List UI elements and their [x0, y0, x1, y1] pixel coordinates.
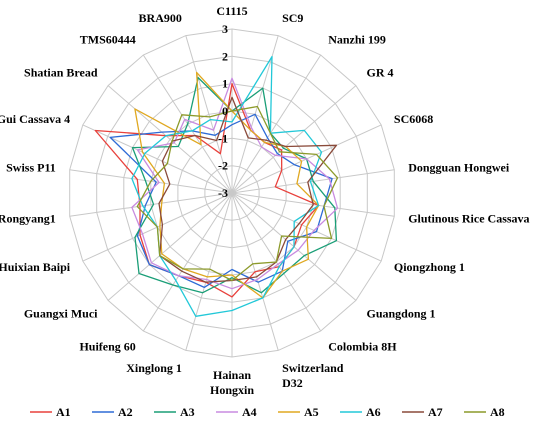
category-label: SC6068 — [394, 112, 433, 126]
series-line-a3 — [131, 76, 338, 294]
radial-tick-labels: -3 -2 -1 0 1 2 3 — [218, 22, 228, 200]
category-label: Nanzhi 199 — [328, 32, 386, 46]
tick-label: 0 — [222, 104, 228, 118]
tick-label: 3 — [222, 22, 228, 36]
category-label: Qiongzhong 1 — [394, 260, 465, 274]
category-label: SC9 — [282, 11, 303, 25]
category-label: Guangxi Muci — [24, 307, 98, 321]
category-label: GR 4 — [367, 65, 394, 79]
grid-spoke — [107, 192, 233, 301]
legend-label-a1: A1 — [56, 405, 71, 419]
category-label: Glutinous Rice Cassava — [408, 211, 529, 225]
grid-spoke — [107, 85, 233, 194]
legend-label-a2: A2 — [118, 405, 133, 419]
category-label: Gui Cassava 4 — [0, 112, 70, 126]
category-label: Colombia 8H — [328, 340, 397, 354]
grid-spoke — [231, 85, 357, 194]
series-line-a4 — [131, 77, 339, 290]
category-label: Rongyang1 — [0, 211, 56, 225]
tick-label: 2 — [222, 49, 228, 63]
grid-spoke — [82, 124, 233, 194]
category-label: Huixian Baipi — [0, 260, 71, 274]
category-label: Shatian Bread — [24, 65, 98, 79]
series-line-a8 — [136, 105, 339, 282]
grid-spoke — [231, 54, 322, 194]
category-label: Hainan Hongxin — [210, 368, 254, 397]
legend-label-a7: A7 — [428, 405, 443, 419]
legend-label-a6: A6 — [366, 405, 381, 419]
tick-label: -2 — [218, 159, 228, 173]
legend-label-a8: A8 — [490, 405, 505, 419]
series-line-a5 — [134, 71, 320, 299]
category-label: Huifeng 60 — [79, 340, 135, 354]
series-line-a2 — [109, 113, 333, 289]
category-label: C1115 — [216, 4, 247, 18]
category-label: BRA900 — [139, 11, 182, 25]
category-label: Xinglong 1 — [126, 361, 182, 375]
grid-spoke — [185, 192, 233, 351]
category-label: Switzerland D32 — [282, 361, 344, 390]
grid-spoke — [185, 35, 233, 194]
category-label: Dongguan Hongwei — [408, 161, 510, 175]
grid-spoke — [142, 192, 233, 332]
series-line-a1 — [94, 83, 320, 298]
category-label: Guangdong 1 — [367, 307, 436, 321]
category-labels: C1115 SC9 Nanzhi 199 GR 4 SC6068 Dongguan Hon… — [0, 4, 530, 397]
series-line-a6 — [131, 55, 323, 317]
category-label: TMS60444 — [80, 32, 136, 46]
tick-label: 1 — [222, 77, 228, 91]
grid-spoke — [69, 192, 233, 217]
legend: A1 A2 A3 A4 A5 A6 A7 A8 — [30, 405, 505, 419]
legend-label-a4: A4 — [242, 405, 257, 419]
tick-label: -1 — [218, 131, 228, 145]
tick-label: -3 — [218, 186, 228, 200]
category-label: Swiss P11 — [6, 161, 56, 175]
legend-label-a3: A3 — [180, 405, 195, 419]
legend-label-a5: A5 — [304, 405, 319, 419]
series-lines — [94, 55, 339, 317]
